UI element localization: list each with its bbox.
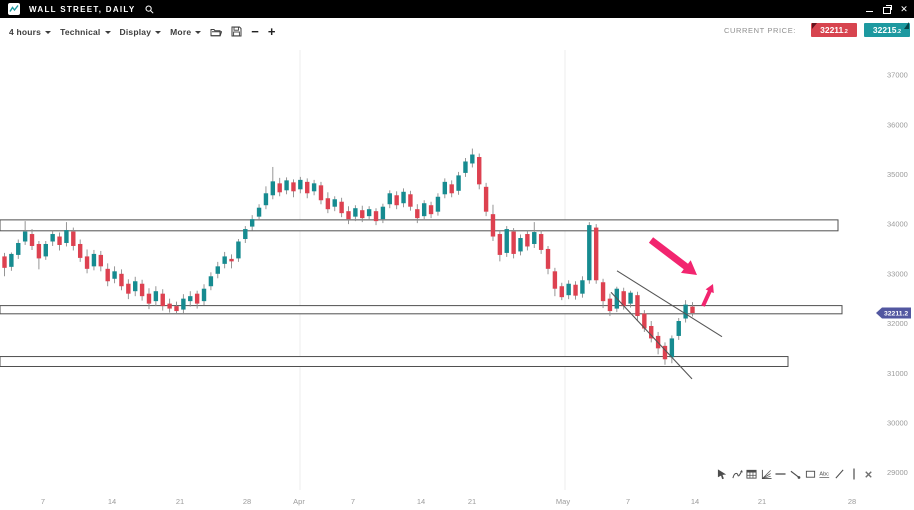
- timeframe-dropdown-label: 4 hours: [9, 26, 42, 37]
- svg-text:37000: 37000: [887, 71, 908, 80]
- zone-rectangle[interactable]: [0, 219, 839, 232]
- chevron-down-icon: [195, 30, 202, 34]
- tool-cursor-icon[interactable]: [717, 468, 728, 480]
- buy-price-value: 32215: [872, 25, 897, 35]
- tool-delete-icon[interactable]: [863, 468, 874, 480]
- trendline[interactable]: [616, 270, 723, 338]
- svg-text:21: 21: [758, 497, 766, 506]
- candles-layer: [2, 148, 695, 365]
- open-folder-icon[interactable]: [210, 27, 223, 37]
- current-price-panel: CURRENT PRICE: 32211.2 32215.2: [723, 22, 910, 37]
- svg-text:32211.2: 32211.2: [884, 311, 908, 318]
- tool-curve-icon[interactable]: [732, 468, 743, 480]
- svg-text:14: 14: [691, 497, 699, 506]
- save-icon[interactable]: [231, 26, 242, 37]
- tool-rectangle-icon[interactable]: [805, 468, 816, 480]
- gridlines-layer: [299, 50, 566, 490]
- axis-layer: 37000 36000 35000 34000 33000 32000 31000 30000…: [41, 71, 908, 506]
- svg-text:28: 28: [243, 497, 251, 506]
- price-tag-layer: 32211.2: [876, 307, 911, 319]
- svg-text:28: 28: [848, 497, 856, 506]
- timeframe-dropdown[interactable]: 4 hours: [9, 26, 52, 37]
- restore-button[interactable]: [880, 3, 894, 15]
- display-dropdown-label: Display: [119, 26, 152, 37]
- buy-price-button[interactable]: 32215.2: [864, 22, 910, 37]
- title-bar: WALL STREET, DAILY ✕: [0, 0, 914, 18]
- svg-text:36000: 36000: [887, 120, 908, 129]
- svg-text:29000: 29000: [887, 468, 908, 477]
- svg-text:32000: 32000: [887, 319, 908, 328]
- buy-price-decimal: .2: [896, 28, 902, 35]
- svg-text:May: May: [556, 497, 570, 506]
- svg-text:31000: 31000: [887, 369, 908, 378]
- svg-text:30000: 30000: [887, 419, 908, 428]
- trendline[interactable]: [610, 291, 693, 380]
- tool-trendline-icon[interactable]: [790, 468, 801, 480]
- drawing-toolbar: Abc: [717, 468, 878, 480]
- tool-angles-icon[interactable]: [761, 468, 772, 480]
- chevron-down-icon: [45, 30, 52, 34]
- svg-text:Apr: Apr: [293, 497, 305, 506]
- sell-price-value: 32211: [820, 25, 844, 35]
- tool-diagonal-line-icon[interactable]: [834, 468, 845, 480]
- svg-text:7: 7: [626, 497, 630, 506]
- close-button[interactable]: ✕: [900, 4, 908, 14]
- technical-dropdown-label: Technical: [60, 26, 101, 37]
- zone-rectangle[interactable]: [0, 305, 843, 315]
- trendlines-layer: [610, 270, 723, 380]
- arrows-layer: [648, 237, 714, 307]
- sell-price-button[interactable]: 32211.2: [811, 23, 857, 37]
- tool-vertical-line-icon[interactable]: [848, 468, 859, 480]
- more-dropdown[interactable]: More: [170, 26, 202, 37]
- technical-dropdown[interactable]: Technical: [60, 26, 111, 37]
- zone-rectangle[interactable]: [0, 356, 789, 367]
- svg-text:34000: 34000: [887, 220, 908, 229]
- zones-layer: [0, 219, 843, 367]
- tick-up-icon: [904, 22, 909, 29]
- zoom-out-button[interactable]: −: [251, 23, 259, 39]
- display-dropdown[interactable]: Display: [120, 27, 162, 37]
- app-logo-icon: [8, 3, 20, 15]
- svg-text:21: 21: [176, 497, 184, 506]
- current-price-tag: [876, 307, 911, 319]
- svg-text:14: 14: [417, 497, 425, 506]
- svg-text:Abc: Abc: [820, 472, 830, 478]
- minimize-button[interactable]: [863, 3, 877, 15]
- tool-grid-icon[interactable]: [746, 468, 757, 480]
- svg-text:14: 14: [108, 497, 116, 506]
- current-price-label: CURRENT PRICE:: [723, 25, 796, 35]
- sell-price-decimal: .2: [843, 28, 848, 35]
- svg-text:33000: 33000: [887, 269, 908, 278]
- tick-down-icon: [812, 23, 817, 29]
- svg-text:7: 7: [41, 497, 45, 506]
- tool-text-icon[interactable]: Abc: [819, 468, 830, 480]
- more-dropdown-label: More: [170, 26, 192, 37]
- chart-toolbar: 4 hours Technical Display More: [0, 18, 914, 45]
- svg-text:21: 21: [468, 497, 476, 506]
- chart-title: WALL STREET, DAILY: [29, 4, 136, 14]
- search-icon[interactable]: [145, 5, 154, 14]
- svg-text:7: 7: [351, 497, 355, 506]
- annotation-arrow[interactable]: [701, 284, 714, 307]
- chevron-down-icon: [104, 30, 111, 34]
- annotation-arrow[interactable]: [648, 237, 697, 275]
- chevron-down-icon: [155, 30, 162, 34]
- svg-text:35000: 35000: [887, 170, 908, 179]
- tool-horizontal-line-icon[interactable]: [775, 468, 786, 480]
- zoom-in-button[interactable]: +: [267, 23, 276, 39]
